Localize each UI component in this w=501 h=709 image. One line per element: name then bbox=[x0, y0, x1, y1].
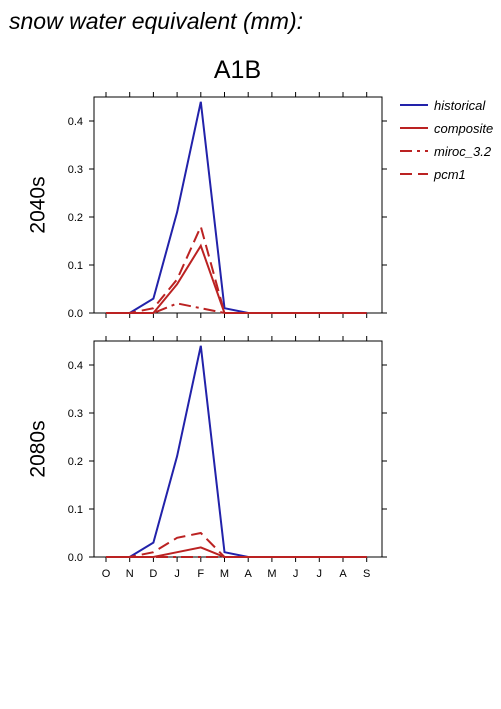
x-tick-label: F bbox=[197, 568, 204, 580]
scenario-title: A1B bbox=[213, 56, 262, 84]
legend-label: miroc_3.2 bbox=[434, 144, 492, 159]
y-tick-label: 0.2 bbox=[68, 212, 83, 224]
x-tick-label: A bbox=[245, 568, 253, 580]
x-tick-label: J bbox=[293, 568, 299, 580]
y-tick-label: 0.4 bbox=[68, 360, 83, 372]
y-tick-label: 0.0 bbox=[68, 552, 83, 564]
series-line-historical bbox=[106, 101, 367, 314]
y-tick-label: 0.3 bbox=[68, 408, 83, 420]
series-line-historical bbox=[106, 345, 367, 558]
y-tick-label: 0.0 bbox=[68, 308, 83, 320]
series-line-pcm1 bbox=[106, 223, 367, 314]
y-tick-label: 0.1 bbox=[68, 260, 83, 272]
x-tick-label: D bbox=[149, 568, 157, 580]
page-title: snow water equivalent (mm): bbox=[9, 8, 303, 34]
x-tick-label: J bbox=[317, 568, 323, 580]
x-tick-label: A bbox=[339, 568, 347, 580]
x-tick-label: O bbox=[102, 568, 111, 580]
legend-label: pcm1 bbox=[433, 167, 466, 182]
legend-label: historical bbox=[434, 98, 486, 113]
x-tick-label: N bbox=[126, 568, 134, 580]
y-tick-label: 0.1 bbox=[68, 504, 83, 516]
x-tick-label: J bbox=[174, 568, 180, 580]
plot-frame bbox=[93, 96, 383, 314]
y-tick-label: 0.2 bbox=[68, 456, 83, 468]
x-tick-label: S bbox=[363, 568, 370, 580]
x-tick-label: M bbox=[220, 568, 229, 580]
y-tick-label: 0.3 bbox=[68, 164, 83, 176]
y-tick-label: 0.4 bbox=[68, 116, 83, 128]
series-line-pcm1 bbox=[106, 531, 367, 558]
x-tick-label: M bbox=[267, 568, 276, 580]
legend-label: composite bbox=[434, 121, 493, 136]
plot-frame bbox=[93, 340, 383, 558]
